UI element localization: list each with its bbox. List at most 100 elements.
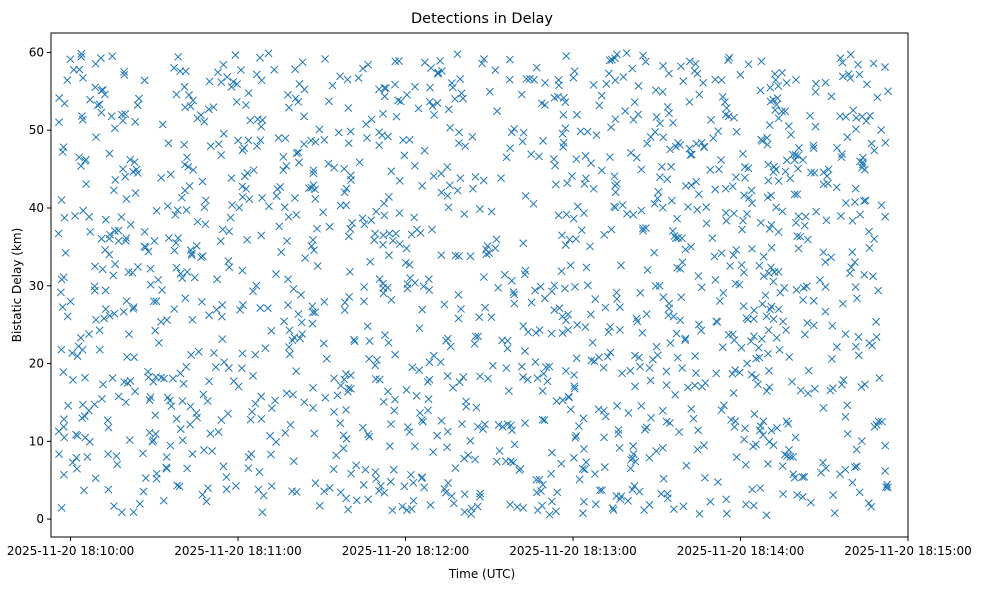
detection-point <box>209 103 218 112</box>
detection-point <box>113 460 122 469</box>
detection-point <box>848 248 857 257</box>
detection-point <box>505 55 514 64</box>
detection-point <box>307 136 316 145</box>
detection-point <box>400 482 409 491</box>
detection-point <box>607 123 616 132</box>
detection-point <box>612 50 621 59</box>
detection-point <box>552 507 560 516</box>
detection-point <box>801 212 810 221</box>
detection-point <box>313 224 321 233</box>
detection-point <box>182 362 191 371</box>
detection-point <box>796 232 805 241</box>
detection-point <box>749 501 758 510</box>
detection-point <box>471 332 480 341</box>
detection-point <box>672 329 681 338</box>
detection-point <box>186 420 195 429</box>
detection-point <box>721 184 730 193</box>
detection-point <box>626 464 635 473</box>
detection-point <box>443 443 452 452</box>
detection-point <box>747 370 756 379</box>
detection-point <box>206 429 215 438</box>
detection-point <box>717 76 726 84</box>
detection-point <box>319 208 328 217</box>
detection-point <box>402 386 411 394</box>
detection-point <box>363 322 372 331</box>
detection-point <box>152 469 161 478</box>
detection-point <box>294 310 303 319</box>
detection-point <box>425 97 434 106</box>
detection-point <box>410 442 419 451</box>
detection-point <box>402 244 411 253</box>
detection-point <box>848 216 857 225</box>
detection-point <box>300 85 309 94</box>
detection-point <box>524 328 533 337</box>
detection-point <box>385 251 393 260</box>
detection-point <box>104 485 113 494</box>
detection-point <box>685 57 694 66</box>
detection-point <box>759 417 768 426</box>
detection-point <box>694 190 703 199</box>
detection-point <box>415 324 424 333</box>
detection-point <box>340 375 349 384</box>
detection-point <box>103 416 112 425</box>
detection-point <box>575 475 584 484</box>
detection-point <box>392 112 401 121</box>
detection-point <box>415 366 424 375</box>
detection-point <box>120 70 129 79</box>
detection-point <box>527 298 536 307</box>
detection-point <box>728 330 737 339</box>
detection-point <box>779 490 788 499</box>
detection-point <box>400 151 409 160</box>
detection-point <box>715 297 724 306</box>
detection-point <box>558 329 567 337</box>
detection-point <box>570 382 579 391</box>
detection-point <box>748 485 757 494</box>
detection-point <box>446 342 455 351</box>
detection-point <box>822 216 831 225</box>
detection-point <box>99 380 107 389</box>
detection-point <box>166 170 175 179</box>
detection-point <box>769 441 778 450</box>
detection-point <box>466 252 475 261</box>
detection-point <box>803 318 812 327</box>
detection-point <box>722 216 731 225</box>
detection-point <box>663 102 672 111</box>
detection-point <box>762 312 771 321</box>
detection-point <box>475 313 484 322</box>
detection-point <box>216 237 225 246</box>
detection-point <box>740 435 749 444</box>
detection-point <box>344 104 353 112</box>
detection-point <box>187 251 196 260</box>
detection-point <box>157 317 165 326</box>
detection-point <box>440 300 449 309</box>
detection-point <box>669 118 677 127</box>
detection-point <box>851 283 860 291</box>
detection-point <box>884 87 892 96</box>
detection-point <box>294 98 303 106</box>
detection-point <box>146 393 155 402</box>
detection-point <box>379 289 388 298</box>
detection-point <box>881 467 890 475</box>
detection-point <box>817 468 825 477</box>
detection-point <box>264 49 273 58</box>
detection-point <box>151 430 160 438</box>
detection-point <box>370 236 379 245</box>
detection-point <box>529 199 538 208</box>
detection-point <box>388 236 397 245</box>
detection-point <box>494 420 503 429</box>
detection-point <box>843 429 852 438</box>
detection-point <box>757 335 766 343</box>
detection-point <box>281 134 290 143</box>
detection-point <box>429 172 438 181</box>
detection-point <box>706 165 715 174</box>
detection-point <box>709 134 718 143</box>
detection-point <box>342 435 351 443</box>
detection-point <box>756 484 765 493</box>
detection-point <box>190 273 199 282</box>
detection-point <box>225 227 234 236</box>
detection-point <box>740 191 749 200</box>
detection-point <box>681 336 690 345</box>
detection-point <box>502 457 510 466</box>
detection-point <box>467 504 476 513</box>
detection-point <box>354 74 363 82</box>
